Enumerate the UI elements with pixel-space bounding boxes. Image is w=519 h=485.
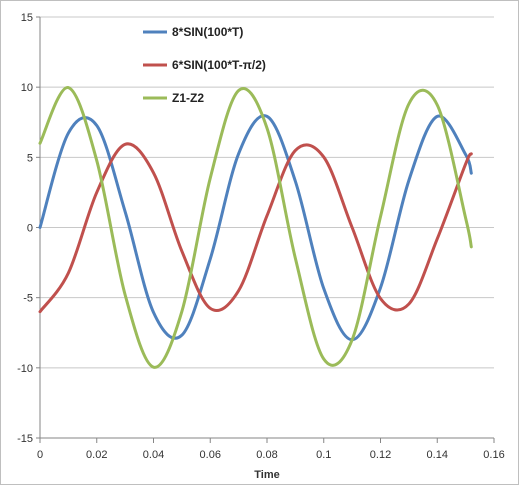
x-tick-label: 0.16 — [483, 449, 504, 461]
legend-label-3: Z1-Z2 — [172, 91, 204, 105]
y-tick-label: -5 — [23, 293, 33, 305]
x-tick-label: 0.08 — [256, 449, 277, 461]
x-tick-label: 0.14 — [427, 449, 448, 461]
y-tick-label: 15 — [21, 12, 33, 24]
x-axis-title: Time — [254, 469, 279, 481]
x-tick-label: 0.02 — [86, 449, 107, 461]
x-tick-label: 0.06 — [200, 449, 221, 461]
legend-label-2: 6*SIN(100*T-π/2) — [172, 58, 266, 72]
x-tick-label: 0.12 — [370, 449, 391, 461]
series-line-1 — [38, 114, 473, 342]
series-line-3 — [38, 86, 473, 369]
x-tick-label: 0.04 — [143, 449, 164, 461]
x-tick-label: 0 — [37, 449, 43, 461]
x-tick-label: 0.1 — [316, 449, 331, 461]
y-tick-label: -10 — [17, 363, 33, 375]
y-tick-label: 10 — [21, 82, 33, 94]
y-tick-label: 5 — [27, 152, 33, 164]
legend-label-1: 8*SIN(100*T) — [172, 25, 243, 39]
series-line-2 — [38, 142, 473, 314]
y-tick-label: -15 — [17, 433, 33, 445]
y-tick-label: 0 — [27, 223, 33, 235]
